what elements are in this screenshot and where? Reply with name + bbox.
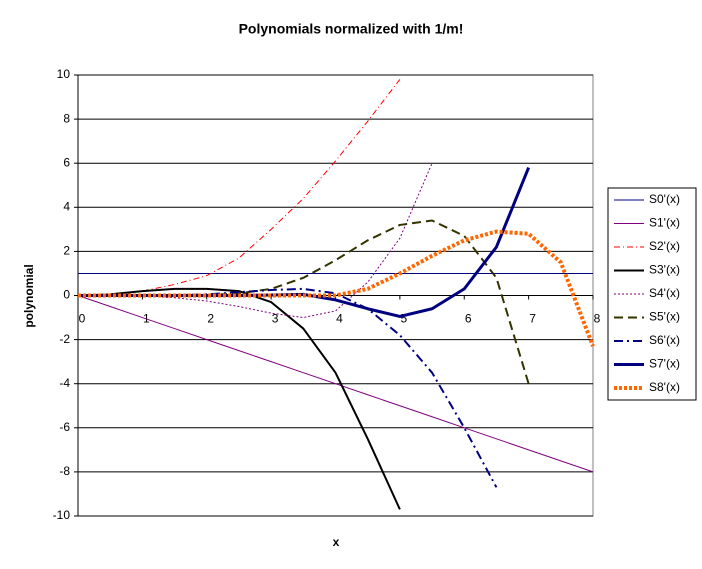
y-tick-label: 8 xyxy=(63,111,70,125)
y-tick-label: 10 xyxy=(57,67,71,81)
series-line xyxy=(78,163,433,319)
y-tick-label: 2 xyxy=(63,244,70,258)
legend-label: S1'(x) xyxy=(649,216,680,230)
series-line xyxy=(77,295,594,473)
x-tick-label: 2 xyxy=(207,312,214,326)
chart-title: Polynomials normalized with 1/m! xyxy=(239,21,464,37)
x-tick-label: 5 xyxy=(401,312,408,326)
legend-label: S0'(x) xyxy=(649,192,680,206)
y-tick-label: 0 xyxy=(63,288,70,302)
x-tick-label: 0 xyxy=(79,312,86,326)
x-tick-label: 7 xyxy=(529,312,536,326)
y-tick-label: -6 xyxy=(59,420,70,434)
legend-label: S2'(x) xyxy=(649,239,680,253)
y-tick-label: 6 xyxy=(63,155,70,169)
y-axis-label: polynomial xyxy=(22,264,36,327)
legend-label: S7'(x) xyxy=(649,357,680,371)
y-tick-label: -2 xyxy=(59,332,70,346)
series-line xyxy=(78,229,595,347)
legend-label: S6'(x) xyxy=(649,333,680,347)
y-tick-label: -4 xyxy=(59,376,70,390)
series-line xyxy=(77,287,401,510)
y-tick-label: 4 xyxy=(63,199,70,213)
x-tick-label: 3 xyxy=(272,312,279,326)
y-tick-label: -8 xyxy=(59,464,70,478)
legend-label: S5'(x) xyxy=(649,310,680,324)
x-tick-label: 4 xyxy=(336,312,343,326)
x-tick-label: 8 xyxy=(594,312,601,326)
legend-label: S3'(x) xyxy=(649,263,680,277)
y-tick-label: -10 xyxy=(53,508,71,522)
x-tick-label: 6 xyxy=(465,312,472,326)
legend-label: S8'(x) xyxy=(649,380,680,394)
legend-label: S4'(x) xyxy=(649,286,680,300)
series-line xyxy=(78,287,498,488)
x-axis-label: x xyxy=(333,535,340,549)
